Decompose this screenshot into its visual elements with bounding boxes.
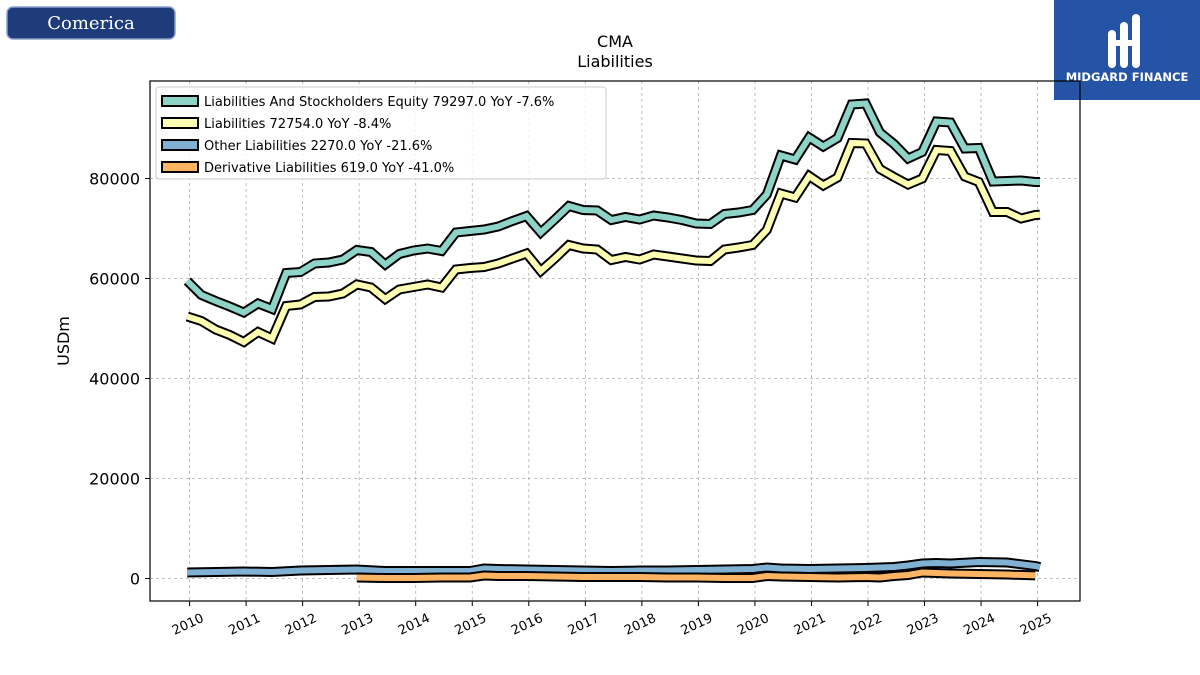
legend-swatch (161, 95, 199, 107)
y-axis-label: USDm (54, 316, 73, 366)
plot-frame (149, 80, 1081, 602)
series-3 (356, 567, 1036, 583)
x-tick-label: 2012 (283, 611, 319, 639)
legend-swatch (161, 161, 199, 173)
series-1 (185, 137, 1041, 348)
x-axis-ticks: 2010 2011 2012 2013 2014 2015 2016 2017 2018 2019… (170, 601, 1054, 639)
legend-swatch (161, 117, 199, 129)
series-line (187, 558, 1041, 576)
x-tick-label: 2019 (679, 611, 715, 639)
midgard-logo-text: MIDGARD FINANCE (1066, 70, 1189, 84)
legend-swatch (161, 139, 199, 151)
x-tick-label: 2025 (1018, 611, 1054, 639)
comerica-logo-text: Comerica (47, 13, 135, 34)
series-2 (187, 556, 1042, 578)
chart-title: CMA (597, 32, 633, 51)
x-tick-label: 2024 (961, 611, 997, 639)
series-line (185, 100, 1040, 316)
x-tick-label: 2023 (905, 611, 941, 639)
y-axis-ticks: 0 20000 40000 60000 80000 (89, 170, 150, 589)
midgard-logo-badge: MIDGARD FINANCE (1054, 0, 1200, 100)
midgard-finance-logo: MIDGARD FINANCE (1054, 0, 1200, 100)
legend-label: Derivative Liabilities 619.0 YoY -41.0% (204, 161, 454, 176)
x-tick-label: 2018 (622, 611, 658, 639)
y-tick-label: 20000 (89, 470, 140, 489)
x-tick-label: 2022 (848, 611, 884, 639)
midgard-emblem-icon (1108, 14, 1140, 68)
legend-box (155, 86, 607, 180)
legend-label: Liabilities 72754.0 YoY -8.4% (204, 117, 391, 132)
series-0 (183, 98, 1040, 319)
y-tick-label: 40000 (89, 370, 140, 389)
x-tick-label: 2013 (340, 611, 376, 639)
chart-subtitle: Liabilities (577, 52, 653, 71)
x-tick-label: 2016 (509, 611, 545, 639)
series-line (356, 569, 1036, 581)
x-tick-label: 2011 (226, 611, 262, 639)
series-line (186, 139, 1041, 346)
x-tick-label: 2015 (453, 611, 489, 639)
y-tick-label: 60000 (89, 270, 140, 289)
x-tick-label: 2010 (170, 611, 206, 639)
legend-label: Liabilities And Stockholders Equity 7929… (204, 95, 554, 110)
x-tick-label: 2021 (792, 611, 828, 639)
y-tick-label: 0 (130, 570, 140, 589)
comerica-logo: Comerica (6, 6, 176, 40)
y-tick-label: 80000 (89, 170, 140, 189)
x-tick-label: 2014 (396, 611, 432, 639)
x-tick-label: 2020 (735, 611, 771, 639)
x-tick-label: 2017 (566, 611, 602, 639)
legend-label: Other Liabilities 2270.0 YoY -21.6% (204, 139, 432, 154)
legend: Liabilities And Stockholders Equity 7929… (155, 86, 607, 180)
comerica-logo-badge: Comerica (6, 6, 176, 40)
series-lines (183, 98, 1042, 583)
